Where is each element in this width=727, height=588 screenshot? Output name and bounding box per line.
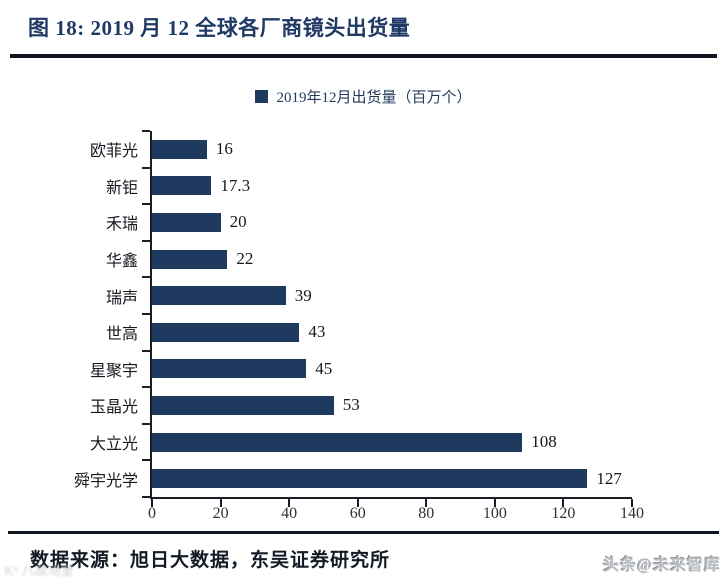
category-label: 舜宇光学: [73, 472, 138, 490]
x-axis-tick: [562, 499, 565, 507]
category-label: 华鑫: [105, 253, 138, 271]
bar: [152, 286, 286, 306]
y-axis-tick: [142, 349, 150, 352]
x-axis-tick: [631, 499, 633, 507]
faint-watermark: K° 八故培里: [4, 563, 74, 578]
bar-row: 20: [152, 204, 632, 241]
bar-row: 53: [152, 387, 632, 424]
bar-row: 127: [152, 460, 632, 497]
x-axis-tick: [425, 499, 428, 507]
bar: [152, 176, 212, 196]
y-axis-tick: [142, 166, 150, 169]
title-divider: [10, 54, 717, 58]
source-note: 数据来源：旭日大数据，东吴证券研究所: [30, 550, 391, 571]
x-axis-tick: [151, 499, 153, 507]
x-axis-label: 20: [212, 505, 229, 522]
bar-value-label: 22: [236, 249, 254, 269]
x-axis-label: 140: [620, 505, 644, 522]
category-label: 世高: [105, 326, 138, 344]
category-label: 大立光: [89, 436, 138, 454]
x-axis-label: 100: [482, 505, 507, 522]
plot-area: 16 17.3 20 22 39 43 45 53 108 127 0 20 40 60 80 100 120 1…: [142, 130, 644, 522]
bar-value-label: 20: [229, 212, 247, 232]
figure-title: 图 18: 2019 月 12 全球各厂商镜头出货量: [28, 16, 411, 40]
y-axis-tick: [142, 386, 150, 389]
category-axis: 欧菲光新钜禾瑞华鑫瑞声世高星聚宇玉晶光大立光舜宇光学: [12, 131, 150, 497]
toutiao-watermark: 头条@未来智库: [603, 557, 721, 574]
bar-value-label: 43: [308, 322, 326, 342]
bar: [152, 322, 300, 342]
bar: [152, 469, 588, 489]
legend-swatch-icon: [255, 90, 269, 103]
bar-value-label: 53: [342, 395, 360, 415]
category-label: 星聚宇: [89, 362, 138, 380]
footer-divider: [8, 531, 719, 534]
chart-legend: 2019年12月出货量（百万个）: [0, 86, 727, 107]
y-axis-tick: [142, 313, 150, 315]
y-axis-tick: [142, 422, 150, 425]
y-axis-tick: [142, 239, 150, 242]
x-axis-label: 40: [281, 505, 298, 522]
category-label: 禾瑞: [105, 216, 138, 234]
x-axis-tick: [356, 499, 359, 507]
x-axis-label: 60: [349, 505, 366, 522]
x-axis-label: 0: [148, 505, 156, 522]
category-label: 欧菲光: [89, 143, 138, 161]
bar-row: 39: [152, 277, 632, 314]
category-label: 瑞声: [105, 289, 138, 307]
bar-value-label: 17.3: [220, 175, 251, 195]
bar-row: 16: [152, 131, 632, 168]
bar-value-label: 39: [294, 285, 312, 305]
bar: [152, 359, 307, 379]
bar-row: 17.3: [152, 168, 632, 205]
category-label: 新钜: [105, 179, 138, 197]
x-axis-label: 120: [551, 505, 576, 522]
bar-value-label: 45: [315, 358, 333, 378]
bar-value-label: 108: [531, 432, 557, 452]
bar-row: 43: [152, 314, 632, 351]
bar-value-label: 16: [215, 139, 233, 159]
legend-label: 2019年12月出货量（百万个）: [276, 90, 472, 106]
bar: [152, 432, 523, 452]
y-axis-tick: [142, 276, 150, 279]
y-axis-tick: [142, 203, 150, 206]
bar: [152, 139, 207, 159]
y-axis-tick: [142, 496, 150, 498]
bar: [152, 212, 221, 232]
y-axis-tick: [142, 459, 150, 462]
bar: [152, 395, 334, 415]
x-axis-tick: [288, 499, 291, 507]
x-axis-tick: [493, 499, 496, 507]
y-axis-tick: [142, 130, 150, 132]
bar-row: 22: [152, 241, 632, 278]
x-axis-tick: [219, 499, 222, 507]
bar-chart: 欧菲光新钜禾瑞华鑫瑞声世高星聚宇玉晶光大立光舜宇光学 16 17.3 20 22 39 4…: [12, 130, 644, 522]
bar-row: 108: [152, 424, 632, 461]
x-axis-label: 80: [418, 505, 435, 522]
bar-row: 45: [152, 351, 632, 388]
bar: [152, 249, 228, 269]
category-label: 玉晶光: [89, 399, 138, 417]
bar-value-label: 127: [596, 468, 622, 488]
